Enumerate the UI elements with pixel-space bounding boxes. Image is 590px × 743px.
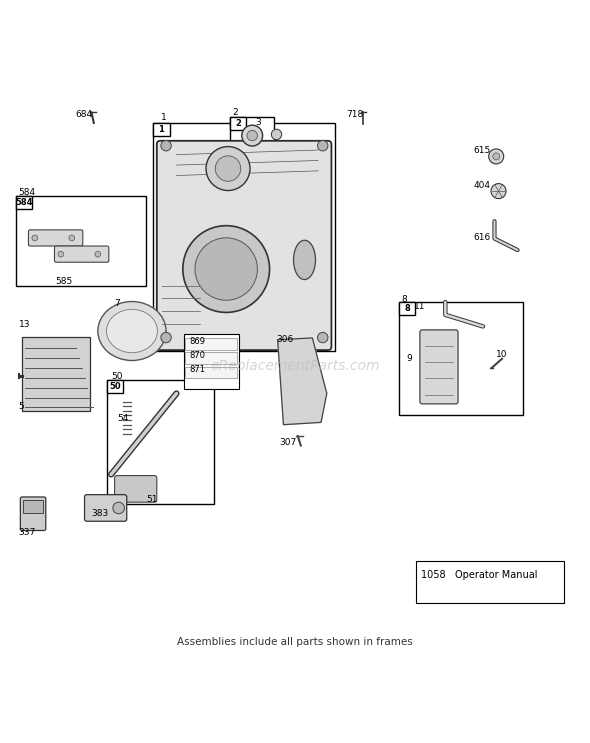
Circle shape [271,129,281,140]
Text: 1: 1 [161,113,166,122]
Circle shape [69,235,75,241]
Circle shape [317,332,328,343]
Bar [107,380,214,504]
Text: 584: 584 [16,198,33,207]
Text: 616: 616 [473,233,490,242]
Circle shape [317,140,328,151]
Text: 404: 404 [473,181,490,189]
Bar [417,561,564,603]
Text: 54: 54 [117,415,128,424]
Circle shape [247,130,257,140]
Text: 337: 337 [19,528,36,536]
Text: 3: 3 [255,118,261,127]
Circle shape [32,235,38,241]
Circle shape [58,251,64,257]
Bar [23,501,43,513]
Text: 51: 51 [146,496,158,504]
Circle shape [95,251,101,257]
Bar [17,196,146,286]
Text: 10: 10 [496,350,508,359]
Bar [185,367,237,378]
Text: 8: 8 [401,295,407,304]
Ellipse shape [98,302,166,360]
Text: 383: 383 [91,509,109,518]
Bar [17,196,32,209]
Circle shape [493,153,500,160]
Text: 2: 2 [232,108,238,117]
Bar [230,117,274,153]
Bar [230,117,247,130]
FancyBboxPatch shape [157,140,332,350]
Bar [399,302,523,415]
Text: eReplacementParts.com: eReplacementParts.com [210,359,380,373]
Text: 1: 1 [159,125,165,134]
Text: 306: 306 [277,335,294,344]
Bar [185,352,237,364]
Text: 869: 869 [189,337,205,346]
FancyBboxPatch shape [114,476,157,502]
Text: 9: 9 [406,354,412,363]
FancyBboxPatch shape [28,230,83,246]
FancyBboxPatch shape [20,497,46,531]
Ellipse shape [107,309,158,353]
Text: 50: 50 [111,372,123,380]
Circle shape [242,125,263,146]
Circle shape [195,238,257,300]
Text: Assemblies include all parts shown in frames: Assemblies include all parts shown in fr… [177,637,413,647]
FancyBboxPatch shape [84,495,127,522]
Circle shape [491,184,506,198]
FancyBboxPatch shape [420,330,458,404]
Circle shape [489,149,504,164]
Bar [153,123,336,351]
FancyBboxPatch shape [54,246,109,262]
Text: 870: 870 [189,351,205,360]
Circle shape [206,146,250,190]
Circle shape [183,226,270,312]
Text: 307: 307 [279,438,296,447]
Ellipse shape [294,240,316,279]
Bar [153,123,169,135]
Text: 718: 718 [346,110,363,119]
Text: 50: 50 [109,382,121,391]
Text: 684: 684 [76,110,93,119]
Text: 2: 2 [235,119,241,128]
Bar [185,338,237,349]
Text: 7: 7 [114,299,120,308]
Text: 871: 871 [189,365,205,374]
Text: 11: 11 [414,302,425,311]
Text: 585: 585 [55,277,73,286]
Text: 8: 8 [404,304,410,313]
Bar [107,380,123,393]
Text: 13: 13 [19,319,30,328]
Circle shape [161,140,171,151]
Circle shape [161,332,171,343]
Bar [399,302,415,315]
Text: 615: 615 [473,146,490,155]
Circle shape [113,502,124,513]
Polygon shape [278,338,327,425]
Text: 584: 584 [19,188,36,197]
Bar [22,337,90,411]
Bar [184,334,239,389]
Text: 1058   Operator Manual: 1058 Operator Manual [421,570,537,580]
Text: 5: 5 [19,402,24,411]
Circle shape [215,156,241,181]
